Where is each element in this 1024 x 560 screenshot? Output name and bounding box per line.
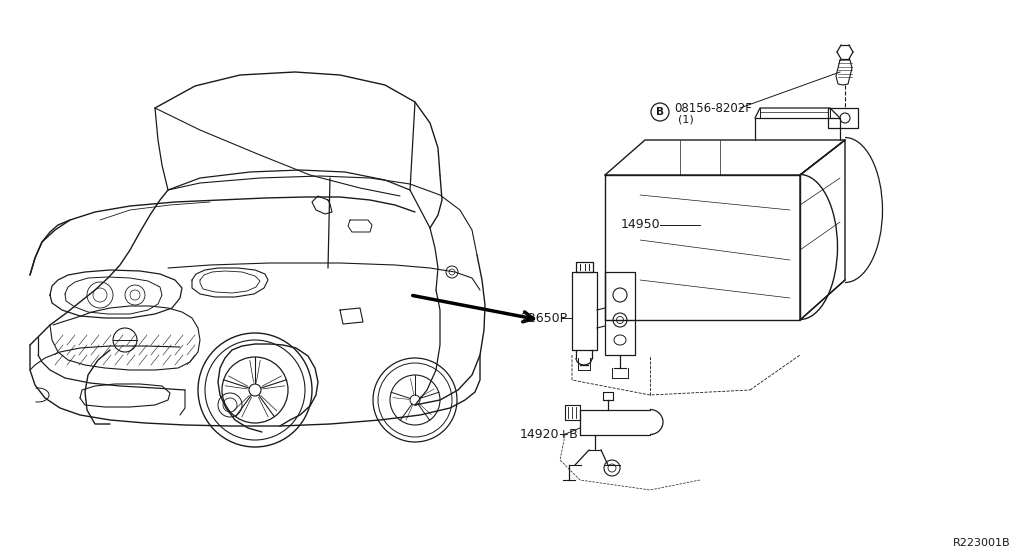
Text: B: B (656, 107, 664, 117)
Text: 08156-8202F: 08156-8202F (674, 101, 752, 114)
Text: R223001B: R223001B (952, 538, 1010, 548)
Text: 14920+B: 14920+B (520, 428, 579, 441)
Text: 14950: 14950 (621, 218, 660, 231)
Text: (1): (1) (678, 115, 693, 125)
Text: 22650P: 22650P (520, 311, 567, 324)
